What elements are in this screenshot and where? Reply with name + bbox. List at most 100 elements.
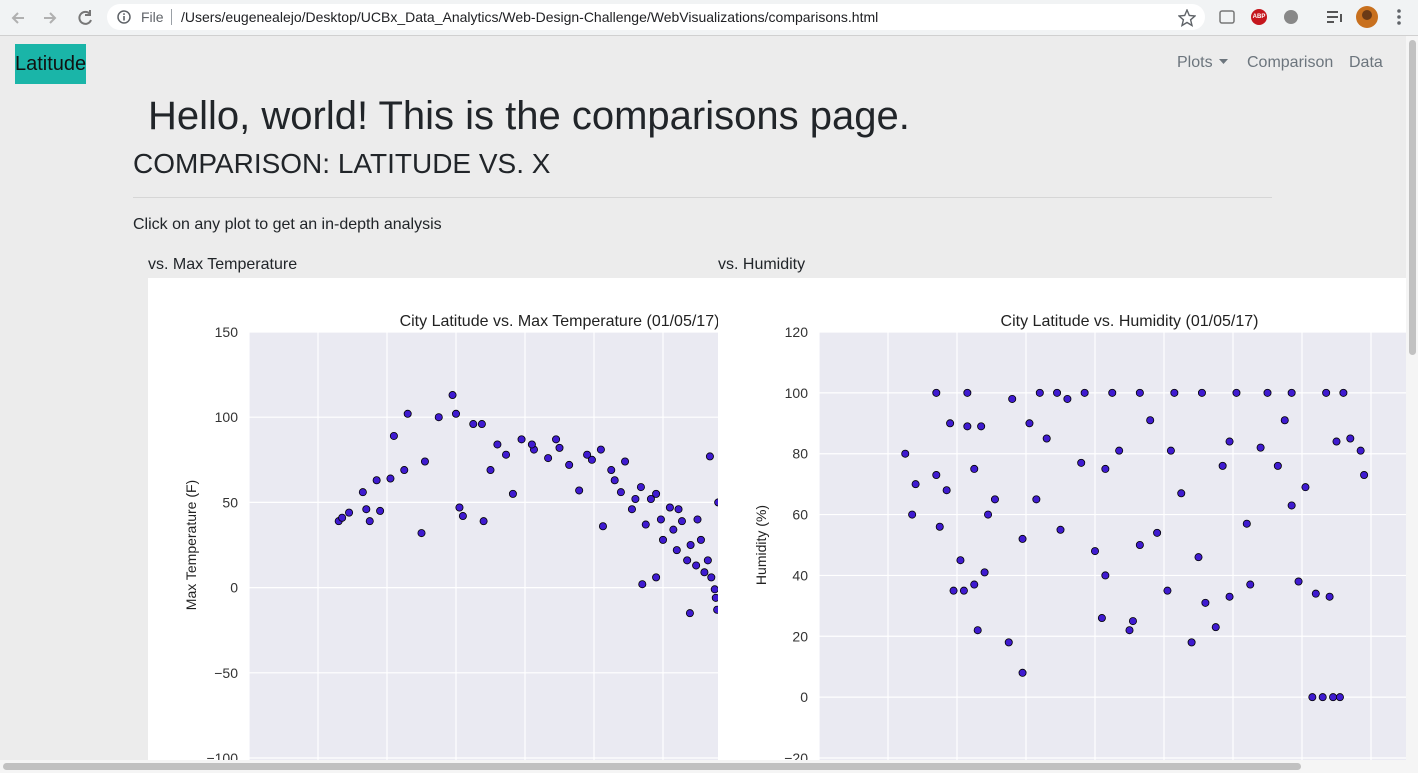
- divider: [133, 197, 1272, 198]
- scatter-point: [565, 460, 574, 469]
- scroll-thumb[interactable]: [1409, 40, 1416, 355]
- scatter-point: [703, 556, 712, 565]
- scatter-point: [1108, 388, 1117, 397]
- scatter-point: [1125, 626, 1134, 635]
- y-tick-label: 20: [792, 628, 808, 644]
- scatter-point: [338, 513, 347, 522]
- scatter-point: [1287, 388, 1296, 397]
- scatter-point: [596, 445, 605, 454]
- scatter-point: [1294, 577, 1303, 586]
- scatter-point: [932, 471, 941, 480]
- menu-button[interactable]: [1396, 8, 1402, 26]
- reload-button[interactable]: [78, 10, 92, 25]
- scatter-point: [932, 388, 941, 397]
- scatter-point: [486, 466, 495, 475]
- nav-dropdown[interactable]: Plots: [1177, 54, 1231, 72]
- lead-text: Click on any plot to get an in-depth ana…: [133, 216, 442, 233]
- y-tick-label: 80: [792, 446, 808, 462]
- scatter-point: [1018, 668, 1027, 677]
- scatter-point: [1090, 547, 1099, 556]
- scatter-point: [434, 413, 443, 422]
- scatter-point: [477, 420, 486, 429]
- scatter-point: [710, 585, 718, 594]
- scatter-point: [1194, 553, 1203, 562]
- scatter-point: [1025, 419, 1034, 428]
- chart[interactable]: −20 0 20 40 60 80 100 120 City Latitude vs. Humi…: [718, 278, 1406, 760]
- media-icon[interactable]: [1326, 9, 1344, 25]
- scatter-point: [575, 486, 584, 495]
- caret: [1218, 59, 1228, 64]
- scatter-point: [417, 529, 426, 538]
- chart-title: City Latitude vs. Humidity (01/05/17): [1001, 313, 1259, 330]
- scatter-point: [555, 443, 564, 452]
- scatter-point: [984, 510, 993, 519]
- profile-avatar[interactable]: [1356, 6, 1378, 28]
- scatter-point: [1273, 461, 1282, 470]
- page-heading: Hello, world! This is the comparisons pa…: [148, 94, 910, 138]
- scatter-point: [946, 419, 955, 428]
- info-icon[interactable]: [117, 10, 133, 26]
- scatter-point: [641, 520, 650, 529]
- scatter-point: [598, 522, 607, 531]
- scatter-point: [451, 409, 460, 418]
- scatter-point: [544, 454, 553, 463]
- y-tick-label: −50: [214, 665, 238, 681]
- scatter-point: [1153, 528, 1162, 537]
- y-axis-label: Humidity (%): [753, 505, 769, 585]
- scatter-point: [1256, 443, 1265, 452]
- y-tick-label: 40: [792, 567, 808, 583]
- extension-icon[interactable]: [1283, 9, 1299, 25]
- forward-button[interactable]: [44, 12, 57, 24]
- scatter-point: [949, 586, 958, 595]
- scatter-point: [1311, 589, 1320, 598]
- bookmark-star[interactable]: [1178, 9, 1196, 27]
- scatter-point: [1032, 495, 1041, 504]
- scatter-point: [1187, 638, 1196, 647]
- extension-pocket[interactable]: [1219, 9, 1235, 25]
- scatter-point: [705, 452, 714, 461]
- scatter-point: [1101, 571, 1110, 580]
- scatter-point: [1211, 623, 1220, 632]
- scatter-point: [610, 476, 619, 485]
- section-heading: COMPARISON: LATITUDE VS. X: [133, 148, 551, 179]
- scatter-point: [956, 556, 965, 565]
- nav-item[interactable]: Comparison: [1247, 54, 1334, 71]
- y-tick-label: −20: [784, 750, 808, 760]
- scatter-point: [700, 568, 709, 577]
- y-tick-label: 120: [785, 324, 809, 340]
- scatter-point: [970, 464, 979, 473]
- y-axis-label: Max Temperature (F): [183, 480, 199, 610]
- scatter-point: [1097, 614, 1106, 623]
- scatter-point: [527, 440, 536, 449]
- scatter-point: [1301, 483, 1310, 492]
- scatter-point: [959, 586, 968, 595]
- scatter-point: [669, 525, 678, 534]
- scatter-point: [1056, 525, 1065, 534]
- back-button[interactable]: [11, 12, 24, 24]
- scatter-point: [403, 409, 412, 418]
- scatter-point: [1332, 437, 1341, 446]
- scatter-point: [1115, 446, 1124, 455]
- scroll-thumb[interactable]: [3, 763, 1301, 770]
- scatter-point: [672, 546, 681, 555]
- chart[interactable]: −100 −50 0 50 100 150 City Latitude vs. Max Te…: [148, 278, 718, 760]
- extension-abp[interactable]: ABP: [1251, 9, 1267, 25]
- scatter-point: [1018, 534, 1027, 543]
- scatter-point: [1035, 388, 1044, 397]
- nav-item[interactable]: Data: [1349, 54, 1383, 71]
- scatter-point: [386, 474, 395, 483]
- scatter-point: [1101, 464, 1110, 473]
- scatter-point: [616, 488, 625, 497]
- plot-label: vs. Humidity: [718, 256, 806, 273]
- separator: [171, 9, 172, 25]
- address-bar[interactable]: [107, 4, 1205, 30]
- scatter-point: [517, 435, 526, 444]
- scatter-point: [911, 480, 920, 489]
- scatter-point: [1146, 416, 1155, 425]
- navbar-brand[interactable]: Latitude: [15, 44, 86, 84]
- scatter-point: [1080, 388, 1089, 397]
- scatter-point: [686, 540, 695, 549]
- scatter-point: [942, 486, 951, 495]
- scatter-point: [1135, 540, 1144, 549]
- scatter-point: [1008, 394, 1017, 403]
